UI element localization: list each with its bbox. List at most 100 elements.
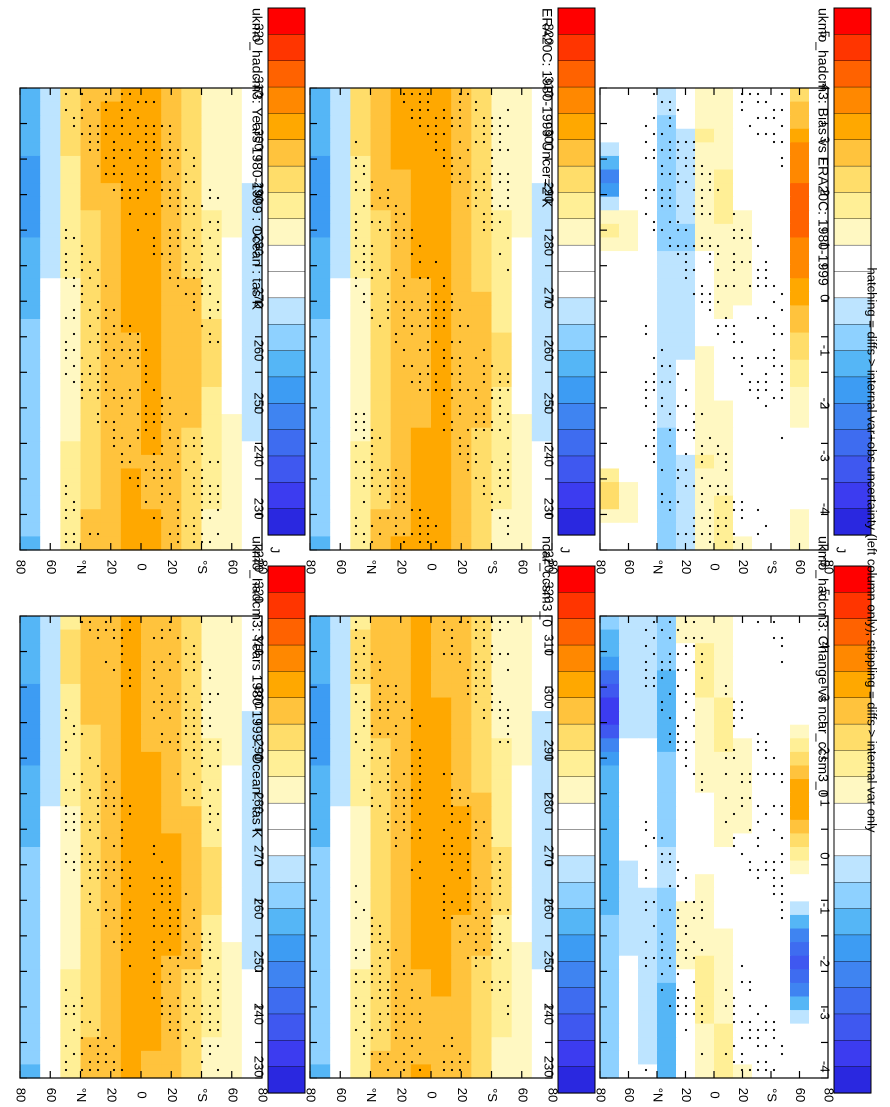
colorbar-swatch: [268, 192, 305, 219]
stipple-dot: [701, 237, 703, 239]
stipple-dot: [209, 317, 211, 319]
stipple-dot: [379, 933, 381, 935]
heatmap-cell: [202, 820, 223, 834]
stipple-dot: [201, 933, 203, 935]
stipple-dot: [781, 373, 783, 375]
stipple-dot: [733, 357, 735, 359]
stipple-dot: [733, 837, 735, 839]
heatmap-cell: [790, 684, 810, 698]
heatmap-cell: [695, 170, 715, 184]
stipple-dot: [209, 1029, 211, 1031]
heatmap-cell: [771, 1051, 791, 1065]
stipple-dot: [709, 485, 711, 487]
stipple-dot: [467, 853, 469, 855]
heatmap-cell: [532, 983, 553, 997]
stipple-dot: [153, 517, 155, 519]
stipple-dot: [201, 501, 203, 503]
heatmap-cell: [222, 643, 243, 657]
stipple-dot: [403, 1005, 405, 1007]
stipple-dot: [97, 1053, 99, 1055]
stipple-dot: [669, 237, 671, 239]
heatmap-cell: [771, 251, 791, 265]
stipple-dot: [411, 1061, 413, 1063]
heatmap-cell: [330, 428, 351, 442]
heatmap-cell: [471, 183, 492, 197]
heatmap-cell: [532, 468, 553, 482]
stipple-dot: [161, 661, 163, 663]
stipple-dot: [669, 637, 671, 639]
stipple-dot: [185, 893, 187, 895]
heatmap-cell: [310, 1051, 331, 1065]
stipple-dot: [363, 701, 365, 703]
heatmap-cell: [771, 670, 791, 684]
stipple-dot: [427, 349, 429, 351]
heatmap-cell: [733, 793, 753, 807]
stipple-dot: [169, 909, 171, 911]
colorbar-swatch: [834, 166, 871, 193]
stipple-dot: [403, 1053, 405, 1055]
heatmap-cell: [492, 183, 513, 197]
stipple-dot: [685, 645, 687, 647]
heatmap-cell: [371, 509, 392, 523]
stipple-dot: [137, 349, 139, 351]
heatmap-cell: [809, 806, 829, 820]
heatmap-cell: [81, 265, 102, 279]
stipple-dot: [121, 397, 123, 399]
heatmap-cell: [676, 779, 696, 793]
stipple-dot: [193, 981, 195, 983]
heatmap-cell: [733, 401, 753, 415]
heatmap-cell: [752, 292, 772, 306]
heatmap-cell: [81, 197, 102, 211]
heatmap-cell: [451, 237, 472, 251]
stipple-dot: [97, 1037, 99, 1039]
heatmap-cell: [411, 441, 432, 455]
heatmap-cell: [350, 88, 371, 102]
heatmap-cell: [350, 278, 371, 292]
stipple-dot: [491, 229, 493, 231]
heatmap-cell: [752, 779, 772, 793]
heatmap-cell: [411, 670, 432, 684]
heatmap-cell: [350, 1024, 371, 1038]
stipple-dot: [371, 797, 373, 799]
stipple-dot: [161, 701, 163, 703]
stipple-dot: [653, 117, 655, 119]
stipple-dot: [459, 909, 461, 911]
stipple-dot: [97, 637, 99, 639]
stipple-dot: [209, 285, 211, 287]
stipple-dot: [757, 117, 759, 119]
heatmap-cell: [20, 536, 41, 550]
stipple-dot: [757, 621, 759, 623]
heatmap-cell: [330, 1024, 351, 1038]
heatmap-cell: [657, 387, 677, 401]
heatmap-cell: [431, 142, 452, 156]
stipple-dot: [113, 149, 115, 151]
heatmap-cell: [600, 292, 620, 306]
heatmap-cell: [222, 183, 243, 197]
stipple-dot: [403, 773, 405, 775]
stipple-dot: [97, 813, 99, 815]
heatmap-cell: [330, 779, 351, 793]
y-tick-label: 20: [736, 560, 751, 574]
heatmap-cell: [40, 942, 61, 956]
heatmap-cell: [411, 765, 432, 779]
heatmap-cell: [350, 509, 371, 523]
stipple-dot: [507, 477, 509, 479]
stipple-dot: [129, 157, 131, 159]
heatmap-cell: [310, 752, 331, 766]
heatmap-cell: [391, 509, 412, 523]
stipple-dot: [177, 773, 179, 775]
stipple-dot: [209, 813, 211, 815]
heatmap-cell: [202, 360, 223, 374]
stipple-dot: [709, 525, 711, 527]
stipple-dot: [709, 261, 711, 263]
heatmap-cell: [350, 956, 371, 970]
heatmap-cell: [492, 738, 513, 752]
stipple-dot: [355, 973, 357, 975]
stipple-dot: [701, 501, 703, 503]
heatmap-cell: [431, 616, 452, 630]
heatmap-cell: [60, 441, 81, 455]
heatmap-cell: [310, 901, 331, 915]
stipple-dot: [459, 437, 461, 439]
stipple-dot: [451, 357, 453, 359]
stipple-dot: [169, 1013, 171, 1015]
